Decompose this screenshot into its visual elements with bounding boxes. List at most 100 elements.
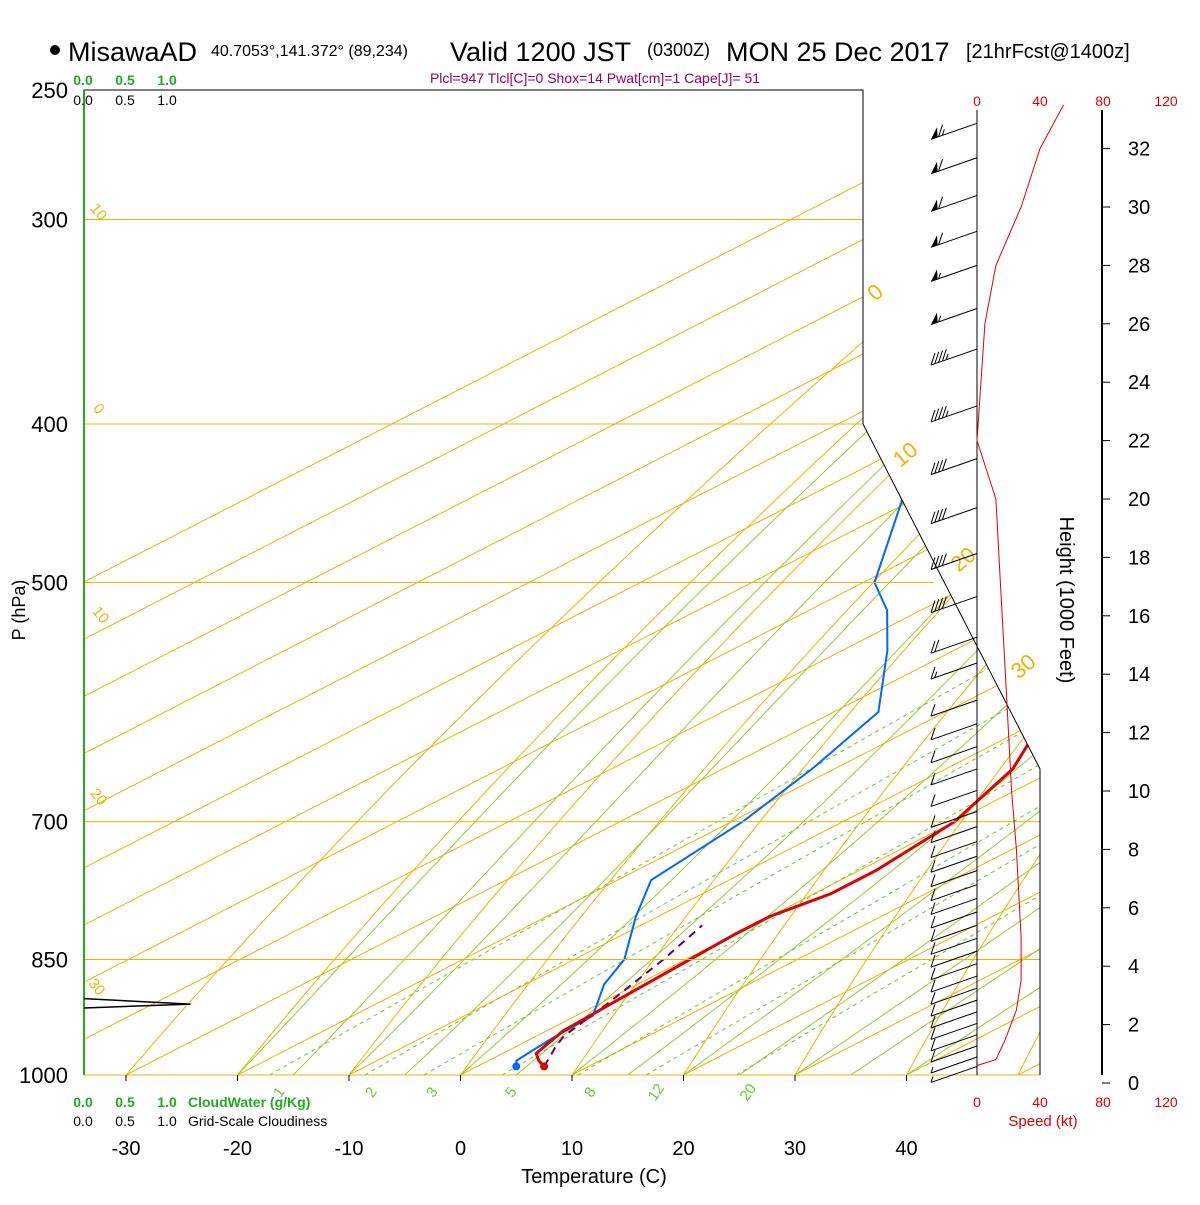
cloudwater-tick-bottom: 0.0 bbox=[73, 1094, 93, 1110]
moist-adiabat-line bbox=[907, 90, 1200, 1075]
wind-barb-flag bbox=[935, 556, 939, 568]
wind-barb bbox=[931, 871, 977, 887]
wind-barb-flag bbox=[931, 875, 935, 887]
wind-barb-flag bbox=[939, 555, 943, 567]
forecast-hour: [21hrFcst@1400z] bbox=[966, 41, 1130, 63]
station-coords: 40.7053°,141.372° (89,234) bbox=[211, 43, 408, 60]
height-tick-label: 4 bbox=[1128, 956, 1139, 978]
x-tick-label: 40 bbox=[895, 1138, 917, 1160]
wind-barb-flag bbox=[931, 667, 935, 679]
dry-adiabat-label: 20 bbox=[87, 785, 111, 809]
wind-barb-staff bbox=[931, 912, 977, 928]
wind-barb-staff bbox=[931, 195, 977, 211]
wind-barb bbox=[931, 597, 977, 613]
cloudiness-tick-bottom: 0.5 bbox=[115, 1113, 135, 1129]
cloudiness-line bbox=[84, 999, 191, 1008]
cloudwater-tick-top: 0.0 bbox=[73, 72, 93, 88]
speed-axis-label: Speed (kt) bbox=[1008, 1113, 1077, 1130]
isotherm-line bbox=[1018, 90, 1200, 1075]
mixing-ratio-line bbox=[502, 424, 1200, 1075]
wind-barb-flag bbox=[931, 916, 935, 928]
mixing-ratio-label: 20 bbox=[737, 1081, 760, 1104]
wind-barb bbox=[931, 1066, 977, 1082]
wind-barb-staff bbox=[931, 123, 977, 139]
speed-profile-line bbox=[977, 105, 1064, 1066]
wind-barb bbox=[931, 1000, 977, 1016]
cloudiness-tick-top: 0.5 bbox=[115, 92, 135, 108]
station-bullet bbox=[50, 45, 60, 55]
wind-barb-staff bbox=[931, 597, 977, 613]
dry-adiabat-label: 0 bbox=[89, 400, 107, 417]
mixing-ratio-line bbox=[646, 424, 1200, 1075]
height-tick-label: 2 bbox=[1128, 1015, 1139, 1037]
speed-tick-top: 120 bbox=[1154, 93, 1178, 109]
pressure-tick-label: 300 bbox=[31, 208, 68, 233]
dry-adiabat-line bbox=[1018, 90, 1200, 1075]
height-tick-label: 8 bbox=[1128, 839, 1139, 861]
wind-barb-staff bbox=[931, 158, 977, 174]
pressure-tick-label: 400 bbox=[31, 412, 68, 437]
wind-barb bbox=[931, 308, 977, 324]
wind-barb-staff bbox=[931, 871, 977, 887]
wind-barb bbox=[931, 842, 977, 858]
height-tick-label: 16 bbox=[1128, 606, 1150, 628]
wind-barb-flag bbox=[931, 794, 935, 806]
speed-tick-top: 80 bbox=[1095, 93, 1111, 109]
height-tick-label: 30 bbox=[1128, 197, 1150, 219]
wind-barb-staff bbox=[931, 790, 977, 806]
wind-barb-flag bbox=[935, 461, 939, 473]
wind-barb-flag bbox=[939, 233, 943, 245]
dry-adiabat-label: 10 bbox=[89, 603, 113, 627]
wind-barb-flag bbox=[931, 1016, 935, 1028]
cloudiness-tick-top: 1.0 bbox=[157, 92, 177, 108]
wind-barb-flag bbox=[942, 349, 946, 361]
mixing-ratio-label: 12 bbox=[645, 1081, 668, 1104]
cloudiness-tick-bottom: 0.0 bbox=[73, 1113, 93, 1129]
height-tick-label: 26 bbox=[1128, 314, 1150, 336]
wind-barb-staff bbox=[931, 938, 977, 954]
pressure-tick-label: 250 bbox=[31, 78, 68, 103]
wind-barb bbox=[931, 925, 977, 941]
dry-adiabat-label: 10 bbox=[87, 200, 111, 224]
wind-barb bbox=[931, 976, 977, 992]
indices-line: Plcl=947 Tlcl[C]=0 Shox=14 Pwat[cm]=1 Ca… bbox=[430, 70, 760, 86]
wind-barb-flag bbox=[931, 641, 935, 653]
valid-date: MON 25 Dec 2017 bbox=[726, 37, 950, 67]
height-tick-label: 24 bbox=[1128, 372, 1150, 394]
wind-barb-flag bbox=[931, 929, 935, 941]
dry-adiabat-label: 30 bbox=[85, 975, 109, 999]
wind-barb-staff bbox=[931, 406, 977, 422]
wind-barb-staff bbox=[931, 459, 977, 475]
wind-barb-flag bbox=[931, 353, 935, 365]
wind-barb-staff bbox=[931, 1066, 977, 1082]
wind-barb-staff bbox=[931, 976, 977, 992]
wind-barb bbox=[931, 406, 977, 422]
wind-barb-flag bbox=[939, 407, 943, 419]
wind-barb-flag bbox=[931, 512, 935, 524]
wind-barb-staff bbox=[931, 842, 977, 858]
wind-barb-staff bbox=[931, 265, 977, 281]
moist-adiabat-label: 0 bbox=[862, 279, 887, 306]
pressure-tick-label: 500 bbox=[31, 571, 68, 596]
surface-dewpoint-point bbox=[512, 1062, 520, 1070]
height-tick-label: 20 bbox=[1128, 489, 1150, 511]
wind-barb-flag bbox=[942, 508, 946, 520]
cloudiness-label: Grid-Scale Cloudiness bbox=[188, 1113, 327, 1129]
height-tick-label: 12 bbox=[1128, 723, 1150, 745]
cloudwater-tick-top: 1.0 bbox=[157, 72, 177, 88]
wind-barb-staff bbox=[931, 724, 977, 740]
x-tick-label: 0 bbox=[455, 1138, 466, 1160]
wind-barb-flag bbox=[931, 410, 935, 422]
wind-barb-staff bbox=[931, 663, 977, 679]
speed-tick-top: 0 bbox=[973, 93, 981, 109]
y-axis-label: P (hPa) bbox=[9, 580, 29, 641]
valid-time: Valid 1200 JST bbox=[450, 37, 631, 67]
wind-barb-flag bbox=[931, 992, 935, 1004]
wind-barb bbox=[931, 158, 977, 174]
cloudwater-label: CloudWater (g/Kg) bbox=[188, 1094, 310, 1110]
wind-barb bbox=[931, 700, 977, 716]
wind-barb bbox=[931, 827, 977, 843]
wind-barb-staff bbox=[931, 1000, 977, 1016]
wind-barb bbox=[931, 231, 977, 247]
